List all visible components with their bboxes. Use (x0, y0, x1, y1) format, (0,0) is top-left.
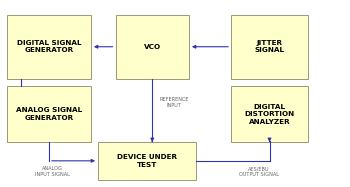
Bar (231, 15, 308, 79)
Text: AES/EBU
OUTPUT SIGNAL: AES/EBU OUTPUT SIGNAL (239, 166, 279, 177)
Text: DIGITAL
DISTORTION
ANALYZER: DIGITAL DISTORTION ANALYZER (244, 104, 295, 125)
Bar (116, 15, 189, 79)
Text: DIGITAL SIGNAL
GENERATOR: DIGITAL SIGNAL GENERATOR (17, 40, 81, 53)
Bar (98, 142, 196, 180)
Text: DEVICE UNDER
TEST: DEVICE UNDER TEST (117, 154, 177, 168)
Text: JITTER
SIGNAL: JITTER SIGNAL (254, 40, 285, 53)
Text: VCO: VCO (144, 44, 161, 50)
Text: REFERENCE
INPUT: REFERENCE INPUT (159, 97, 189, 108)
Text: ANALOG
INPUT SIGNAL: ANALOG INPUT SIGNAL (35, 166, 70, 177)
Bar (7, 15, 91, 79)
Bar (231, 86, 308, 142)
Bar (7, 86, 91, 142)
Text: ANALOG SIGNAL
GENERATOR: ANALOG SIGNAL GENERATOR (16, 107, 82, 121)
